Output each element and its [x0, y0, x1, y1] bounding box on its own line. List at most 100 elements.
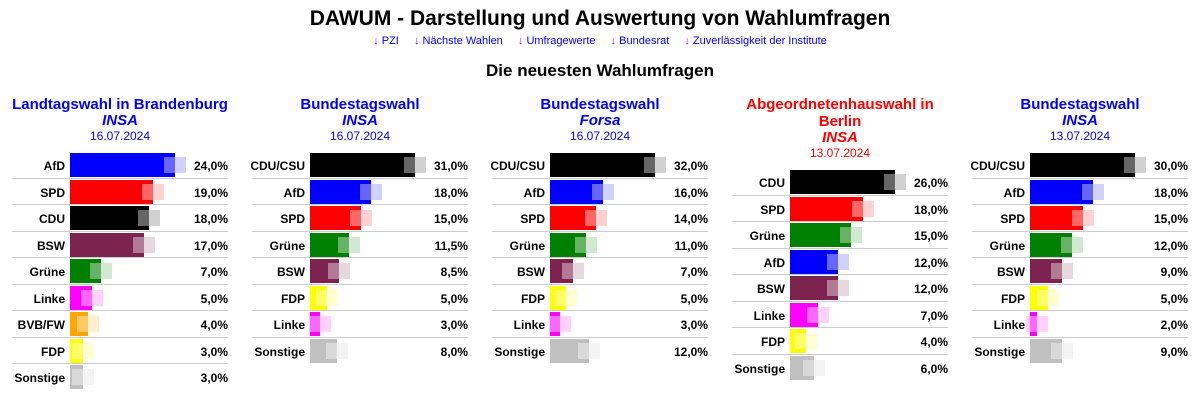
range-marker-overlay [644, 157, 666, 173]
party-label: Grüne [269, 238, 305, 253]
poll-title[interactable]: Landtagswahl in Brandenburg [12, 96, 228, 113]
result-value: 5,0% [680, 291, 708, 306]
result-value: 24,0% [193, 159, 228, 173]
result-bar [1030, 259, 1062, 283]
range-marker-overlay [578, 342, 601, 359]
range-marker-overlay [137, 210, 160, 226]
range-marker-overlay [803, 359, 826, 376]
result-bar [70, 153, 175, 177]
party-label: Grüne [989, 238, 1025, 253]
range-marker-overlay [1050, 342, 1073, 359]
poll-institute[interactable]: INSA [1062, 112, 1098, 129]
nav-link-naechste-wahlen[interactable]: ↓ Nächste Wahlen [414, 35, 503, 47]
party-label: SPD [760, 202, 785, 217]
result-bar [70, 365, 84, 389]
range-marker-overlay [326, 342, 349, 359]
party-label: AfD [763, 255, 785, 270]
nav-label: PZI [381, 35, 399, 47]
poll-title[interactable]: Abgeordnetenhauswahl in Berlin [746, 96, 934, 130]
result-row: FDP 4,0% [732, 328, 948, 355]
party-label: FDP [281, 291, 305, 306]
nav-label: Nächste Wahlen [422, 35, 503, 47]
result-bar [310, 338, 338, 363]
nav-link-pzi[interactable]: ↓ PZI [373, 35, 399, 47]
result-row: SPD 18,0% [732, 196, 948, 222]
range-marker-overlay [884, 174, 906, 190]
poll-title[interactable]: Bundestagswahl [1020, 96, 1140, 113]
range-marker-overlay [827, 280, 850, 296]
poll-title[interactable]: Bundestagswahl [300, 96, 420, 113]
party-label: SPD [1000, 212, 1025, 226]
result-row: Sonstige 3,0% [12, 364, 228, 391]
result-bar [790, 329, 807, 353]
result-value: 16,0% [673, 185, 708, 200]
arrow-down-icon: ↓ [610, 35, 617, 47]
result-bar [550, 232, 587, 257]
nav-label: Zuverlässigkeit der Institute [692, 35, 827, 47]
result-row: FDP 5,0% [492, 285, 708, 311]
result-value: 18,0% [913, 202, 948, 217]
party-label: FDP [1001, 291, 1025, 306]
poll-date: 13.07.2024 [809, 146, 871, 160]
result-row: SPD 14,0% [492, 205, 708, 232]
poll-date: 16.07.2024 [569, 129, 631, 143]
poll-institute[interactable]: INSA [342, 112, 378, 129]
poll-institute[interactable]: INSA [102, 112, 138, 129]
result-row: BSW 7,0% [492, 258, 708, 285]
result-bar [70, 338, 84, 363]
result-bar [310, 153, 415, 177]
party-label: SPD [520, 212, 545, 226]
range-marker-overlay [80, 289, 103, 306]
result-row: BSW 17,0% [12, 232, 228, 258]
result-row: AfD 24,0% [12, 152, 228, 179]
party-label: SPD [280, 212, 305, 226]
result-bar [70, 312, 88, 336]
result-row: Sonstige 8,0% [252, 338, 468, 365]
party-label: Sonstige [254, 344, 305, 359]
range-marker-overlay [349, 210, 372, 226]
party-label: Grüne [29, 265, 65, 279]
result-value: 15,0% [1153, 212, 1188, 226]
nav-link-bundesrat[interactable]: ↓ Bundesrat [611, 35, 670, 47]
result-value: 8,0% [440, 344, 468, 359]
result-value: 7,0% [680, 265, 708, 279]
poll-results: CDU/CSU 30,0% AfD 18,0% SPD 15,0% Grüne 12,… [960, 152, 1200, 364]
range-marker-overlay [1061, 236, 1083, 253]
nav-link-umfragewerte[interactable]: ↓ Umfragewerte [518, 35, 596, 47]
result-bar [310, 312, 321, 336]
party-label: BSW [277, 265, 305, 279]
result-bar [790, 302, 819, 327]
result-value: 18,0% [1153, 185, 1188, 200]
result-bar [70, 232, 145, 257]
poll-date: 16.07.2024 [329, 129, 391, 143]
poll-date: 13.07.2024 [1049, 129, 1111, 143]
range-marker-overlay [142, 183, 165, 200]
poll-header: Bundestagswahl Forsa 16.07.2024 [492, 96, 708, 143]
party-label: CDU/CSU [970, 159, 1025, 173]
party-label: Sonstige [974, 344, 1025, 359]
nav-link-zuverlaessigkeit[interactable]: ↓ Zuverlässigkeit der Institute [684, 35, 826, 47]
result-row: CDU 18,0% [12, 205, 228, 232]
poll-institute[interactable]: INSA [822, 129, 858, 146]
poll-institute[interactable]: Forsa [579, 112, 621, 129]
result-bar [550, 179, 603, 204]
result-value: 4,0% [920, 335, 948, 349]
range-marker-overlay [575, 236, 598, 253]
range-marker-overlay [327, 263, 350, 279]
result-row: Sonstige 6,0% [732, 355, 948, 382]
poll-results: CDU/CSU 32,0% AfD 16,0% SPD 14,0% Grüne 11,… [480, 152, 720, 364]
range-marker-overlay [1124, 157, 1146, 173]
arrow-down-icon: ↓ [684, 35, 690, 47]
result-bar [310, 232, 349, 257]
poll-title[interactable]: Bundestagswahl [540, 96, 660, 113]
range-marker-overlay [76, 316, 99, 332]
poll-card: Landtagswahl in Brandenburg INSA 16.07.2… [0, 96, 240, 391]
range-marker-overlay [359, 183, 382, 200]
polls-container: Landtagswahl in Brandenburg INSA 16.07.2… [0, 96, 1200, 391]
party-label: Linke [33, 291, 65, 306]
result-bar [1030, 206, 1083, 230]
result-value: 11,5% [434, 238, 468, 253]
result-row: AfD 16,0% [492, 179, 708, 205]
result-value: 12,0% [913, 282, 948, 296]
poll-card: Bundestagswahl INSA 16.07.2024 CDU/CSU 3… [240, 96, 480, 391]
